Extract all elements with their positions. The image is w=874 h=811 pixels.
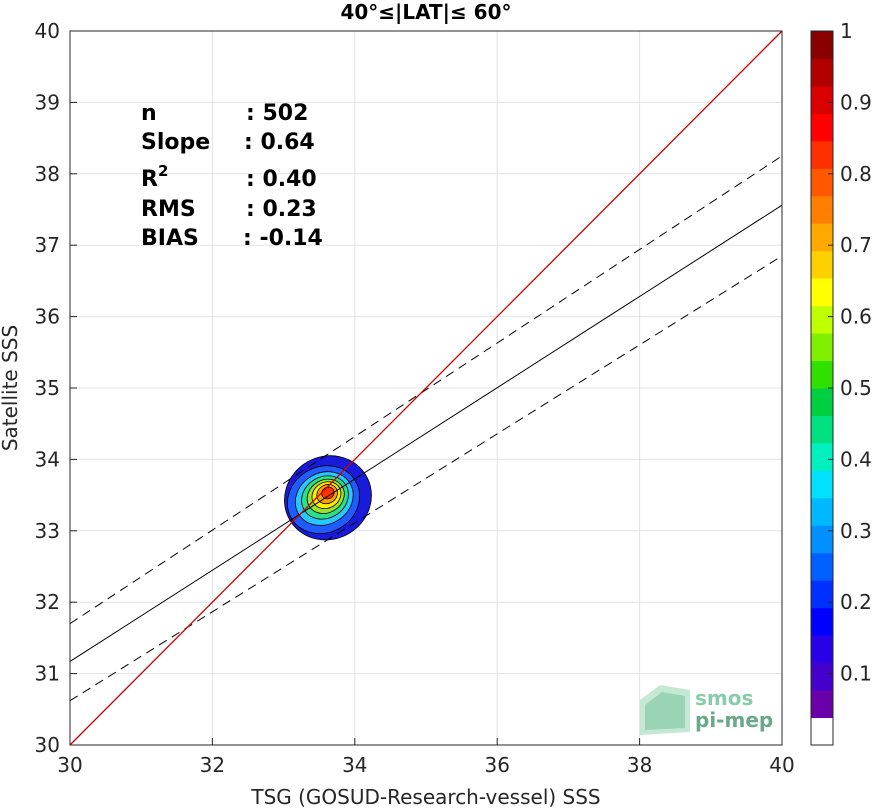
statistics-box: n : 502 Slope : 0.64 R2 : 0.40 RMS : 0.23 BIAS : …: [141, 101, 323, 251]
identity-line: [69, 30, 783, 746]
colorbar-segment: [811, 168, 833, 197]
colorbar-segment: [811, 58, 833, 87]
y-tick-label: 39: [35, 90, 60, 114]
stat-label: R2: [141, 162, 168, 192]
colorbar-segment: [811, 250, 833, 279]
colorbar-segment: [811, 388, 833, 416]
regression-lines: [69, 30, 783, 746]
stat-value: : 0.64: [244, 130, 315, 155]
x-tick-label: 40: [769, 753, 794, 777]
stat-value: : 502: [246, 101, 308, 126]
x-tick-label: 30: [57, 753, 82, 777]
y-tick-label: 32: [35, 590, 60, 614]
confidence-bound-line: [69, 255, 783, 702]
colorbar-segment: [811, 31, 833, 59]
y-tick-label: 31: [35, 662, 60, 686]
x-tick-label: 32: [200, 753, 225, 777]
density-contours: [284, 455, 372, 541]
colorbar-tick-label: 0.3: [840, 519, 872, 543]
colorbar-segment: [811, 140, 833, 169]
colorbar-segment: [811, 85, 833, 114]
colorbar-segment: [811, 580, 833, 609]
colorbar-segment: [811, 305, 833, 334]
stat-label: n: [141, 101, 157, 126]
y-tick-label: 37: [35, 233, 60, 257]
colorbar-segment: [811, 552, 833, 581]
stat-superscript: 2: [158, 162, 168, 180]
colorbar-tick-label: 0.8: [840, 162, 872, 186]
x-axis-label: TSG (GOSUD-Research-vessel) SSS: [250, 785, 600, 809]
stat-value: : 0.40: [246, 167, 317, 192]
y-tick-label: 33: [35, 519, 60, 543]
colorbar-segment: [811, 690, 833, 719]
colorbar-segment: [811, 497, 833, 526]
smos-logo-shape-inner: [645, 692, 685, 730]
x-axis-ticks: 30 32 34 36 38 40: [57, 738, 795, 777]
colorbar-segment: [811, 662, 833, 691]
watermark-line-1: smos: [695, 686, 753, 710]
y-axis-ticks: 30 31 32 33 34 35 36 37 38 39 40: [35, 19, 77, 757]
y-tick-label: 30: [35, 733, 60, 757]
colorbar-tick-label: 1: [840, 19, 853, 43]
x-tick-label: 36: [484, 753, 509, 777]
chart-title: 40°≤|LAT|≤ 60°: [340, 0, 511, 24]
colorbar-segment: [811, 635, 833, 664]
y-tick-label: 34: [35, 447, 60, 471]
colorbar-segment: [811, 525, 833, 554]
colorbar-segment: [811, 607, 833, 636]
colorbar-tick-label: 0.5: [840, 376, 872, 400]
colorbar-segment: [811, 415, 833, 444]
stat-label: RMS: [141, 197, 196, 222]
y-tick-label: 36: [35, 305, 60, 329]
regression-line: [69, 204, 783, 662]
colorbar-tick-label: 0.2: [840, 590, 872, 614]
stat-value: : -0.14: [243, 226, 323, 251]
colorbar-tick-label: 0.6: [840, 305, 872, 329]
colorbar-tick-label: 0.4: [840, 447, 872, 471]
x-tick-label: 34: [342, 753, 367, 777]
colorbar-tick-label: 0.9: [840, 90, 872, 114]
y-tick-label: 40: [35, 19, 60, 43]
watermark-line-2: pi-mep: [695, 708, 773, 732]
colorbar-segment: [811, 113, 833, 142]
colorbar-segment: [811, 470, 833, 499]
colorbar-segment: [811, 360, 833, 389]
y-tick-label: 35: [35, 376, 60, 400]
colorbar-segment: [811, 278, 833, 307]
stat-value: : 0.23: [246, 197, 317, 222]
colorbar-segment: [811, 442, 833, 471]
x-tick-label: 38: [627, 753, 652, 777]
colorbar-tick-label: 0.7: [840, 233, 872, 257]
stat-label: BIAS: [141, 226, 199, 251]
colorbar-segment: [811, 223, 833, 252]
y-axis-label: Satellite SSS: [0, 325, 22, 451]
colorbar-segment: [811, 195, 833, 224]
stat-label: Slope: [141, 130, 210, 155]
colorbar-segment: [811, 717, 833, 746]
confidence-bound-line: [69, 155, 783, 625]
colorbar-segment: [811, 333, 833, 362]
colorbar: 0.1 0.2 0.3 0.4 0.5 0.6 0.7 0.8 0.9 1: [810, 19, 872, 746]
colorbar-tick-label: 0.1: [840, 662, 872, 686]
y-tick-label: 38: [35, 162, 60, 186]
